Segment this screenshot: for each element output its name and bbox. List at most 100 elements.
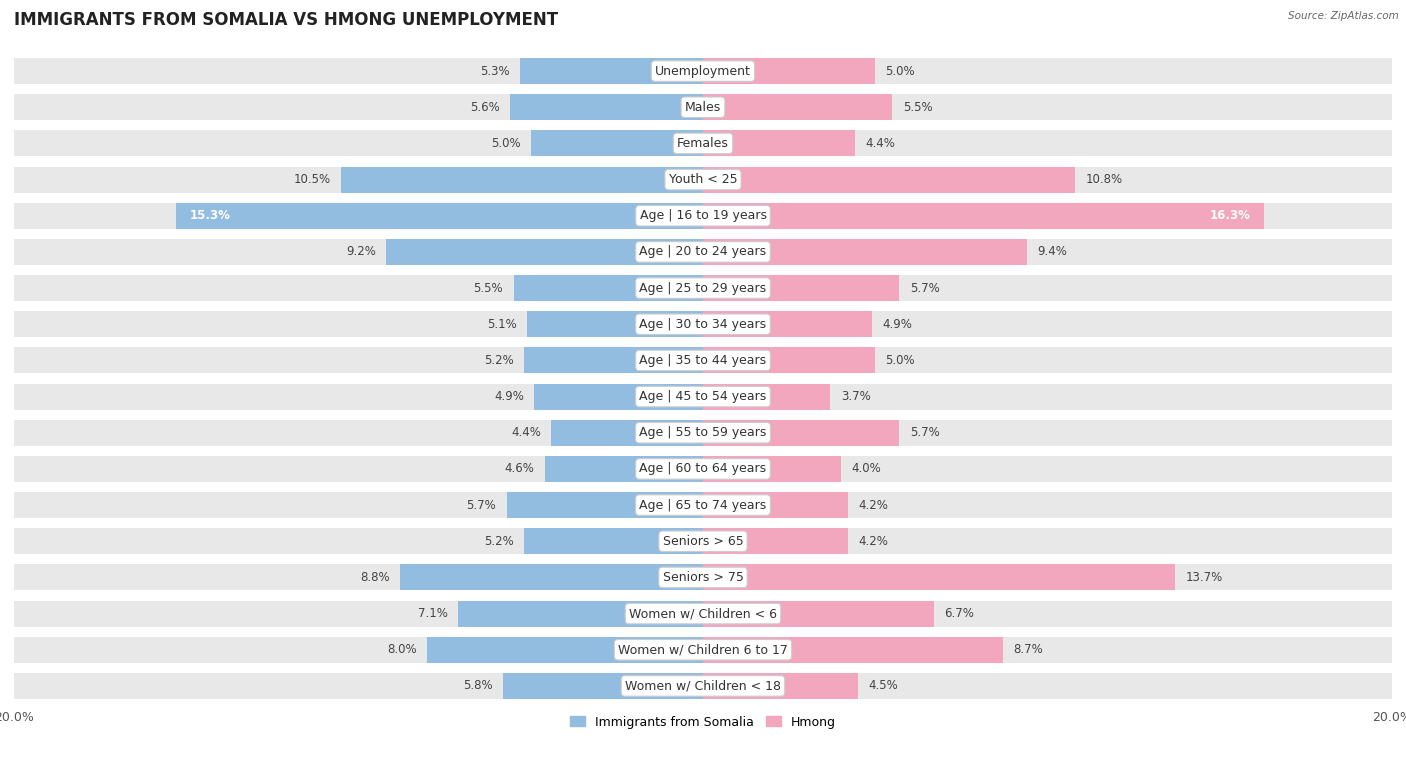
- Bar: [527, 311, 703, 338]
- Text: 8.7%: 8.7%: [1012, 643, 1043, 656]
- Bar: [14, 492, 1392, 518]
- Text: 5.5%: 5.5%: [474, 282, 503, 294]
- Text: Age | 65 to 74 years: Age | 65 to 74 years: [640, 499, 766, 512]
- Text: 4.2%: 4.2%: [858, 499, 887, 512]
- Bar: [14, 94, 1392, 120]
- Bar: [176, 203, 703, 229]
- Bar: [520, 58, 703, 84]
- Bar: [14, 673, 1392, 699]
- Bar: [703, 419, 900, 446]
- Text: 8.0%: 8.0%: [388, 643, 418, 656]
- Bar: [14, 419, 1392, 446]
- Text: 4.4%: 4.4%: [512, 426, 541, 439]
- Bar: [14, 456, 1392, 482]
- Bar: [703, 130, 855, 157]
- Text: Women w/ Children 6 to 17: Women w/ Children 6 to 17: [619, 643, 787, 656]
- Bar: [14, 311, 1392, 338]
- Text: 5.2%: 5.2%: [484, 534, 513, 548]
- Text: 13.7%: 13.7%: [1185, 571, 1222, 584]
- Text: 5.7%: 5.7%: [910, 426, 939, 439]
- Text: 5.6%: 5.6%: [470, 101, 499, 114]
- Bar: [703, 167, 1076, 192]
- Text: 5.7%: 5.7%: [910, 282, 939, 294]
- Bar: [524, 528, 703, 554]
- Bar: [513, 275, 703, 301]
- Text: 4.5%: 4.5%: [869, 680, 898, 693]
- Bar: [14, 528, 1392, 554]
- Bar: [534, 384, 703, 410]
- Bar: [703, 58, 875, 84]
- Bar: [458, 600, 703, 627]
- Text: 6.7%: 6.7%: [945, 607, 974, 620]
- Text: Females: Females: [678, 137, 728, 150]
- Bar: [14, 167, 1392, 192]
- Bar: [506, 492, 703, 518]
- Bar: [703, 384, 831, 410]
- Text: 10.8%: 10.8%: [1085, 173, 1122, 186]
- Bar: [703, 637, 1002, 663]
- Legend: Immigrants from Somalia, Hmong: Immigrants from Somalia, Hmong: [565, 711, 841, 734]
- Text: Age | 25 to 29 years: Age | 25 to 29 years: [640, 282, 766, 294]
- Bar: [524, 347, 703, 373]
- Bar: [14, 275, 1392, 301]
- Text: Women w/ Children < 6: Women w/ Children < 6: [628, 607, 778, 620]
- Bar: [703, 275, 900, 301]
- Text: Age | 55 to 59 years: Age | 55 to 59 years: [640, 426, 766, 439]
- Bar: [703, 203, 1264, 229]
- Text: Age | 35 to 44 years: Age | 35 to 44 years: [640, 354, 766, 367]
- Bar: [14, 203, 1392, 229]
- Text: 5.0%: 5.0%: [491, 137, 520, 150]
- Text: 5.5%: 5.5%: [903, 101, 932, 114]
- Text: 7.1%: 7.1%: [418, 607, 449, 620]
- Text: 5.1%: 5.1%: [488, 318, 517, 331]
- Bar: [14, 384, 1392, 410]
- Text: 3.7%: 3.7%: [841, 390, 870, 403]
- Bar: [703, 565, 1175, 590]
- Bar: [531, 130, 703, 157]
- Text: Age | 45 to 54 years: Age | 45 to 54 years: [640, 390, 766, 403]
- Text: 4.0%: 4.0%: [851, 463, 882, 475]
- Bar: [503, 673, 703, 699]
- Text: 5.2%: 5.2%: [484, 354, 513, 367]
- Bar: [703, 456, 841, 482]
- Text: 4.2%: 4.2%: [858, 534, 887, 548]
- Bar: [14, 600, 1392, 627]
- Text: Seniors > 65: Seniors > 65: [662, 534, 744, 548]
- Bar: [551, 419, 703, 446]
- Text: Women w/ Children < 18: Women w/ Children < 18: [626, 680, 780, 693]
- Text: Age | 30 to 34 years: Age | 30 to 34 years: [640, 318, 766, 331]
- Text: Age | 20 to 24 years: Age | 20 to 24 years: [640, 245, 766, 258]
- Bar: [703, 94, 893, 120]
- Bar: [510, 94, 703, 120]
- Text: Age | 60 to 64 years: Age | 60 to 64 years: [640, 463, 766, 475]
- Text: 4.6%: 4.6%: [505, 463, 534, 475]
- Text: Age | 16 to 19 years: Age | 16 to 19 years: [640, 209, 766, 223]
- Text: 15.3%: 15.3%: [190, 209, 231, 223]
- Text: 5.0%: 5.0%: [886, 64, 915, 77]
- Bar: [14, 239, 1392, 265]
- Bar: [427, 637, 703, 663]
- Text: Source: ZipAtlas.com: Source: ZipAtlas.com: [1288, 11, 1399, 21]
- Bar: [14, 130, 1392, 157]
- Bar: [703, 600, 934, 627]
- Text: IMMIGRANTS FROM SOMALIA VS HMONG UNEMPLOYMENT: IMMIGRANTS FROM SOMALIA VS HMONG UNEMPLO…: [14, 11, 558, 30]
- Bar: [544, 456, 703, 482]
- Text: 5.8%: 5.8%: [463, 680, 494, 693]
- Text: 10.5%: 10.5%: [294, 173, 330, 186]
- Bar: [14, 347, 1392, 373]
- Bar: [399, 565, 703, 590]
- Bar: [703, 673, 858, 699]
- Text: 5.0%: 5.0%: [886, 354, 915, 367]
- Text: 4.9%: 4.9%: [882, 318, 912, 331]
- Bar: [14, 637, 1392, 663]
- Bar: [703, 347, 875, 373]
- Bar: [342, 167, 703, 192]
- Text: 4.9%: 4.9%: [494, 390, 524, 403]
- Text: 9.2%: 9.2%: [346, 245, 375, 258]
- Text: Seniors > 75: Seniors > 75: [662, 571, 744, 584]
- Text: 5.7%: 5.7%: [467, 499, 496, 512]
- Text: 5.3%: 5.3%: [481, 64, 510, 77]
- Text: Males: Males: [685, 101, 721, 114]
- Text: Youth < 25: Youth < 25: [669, 173, 737, 186]
- Bar: [703, 239, 1026, 265]
